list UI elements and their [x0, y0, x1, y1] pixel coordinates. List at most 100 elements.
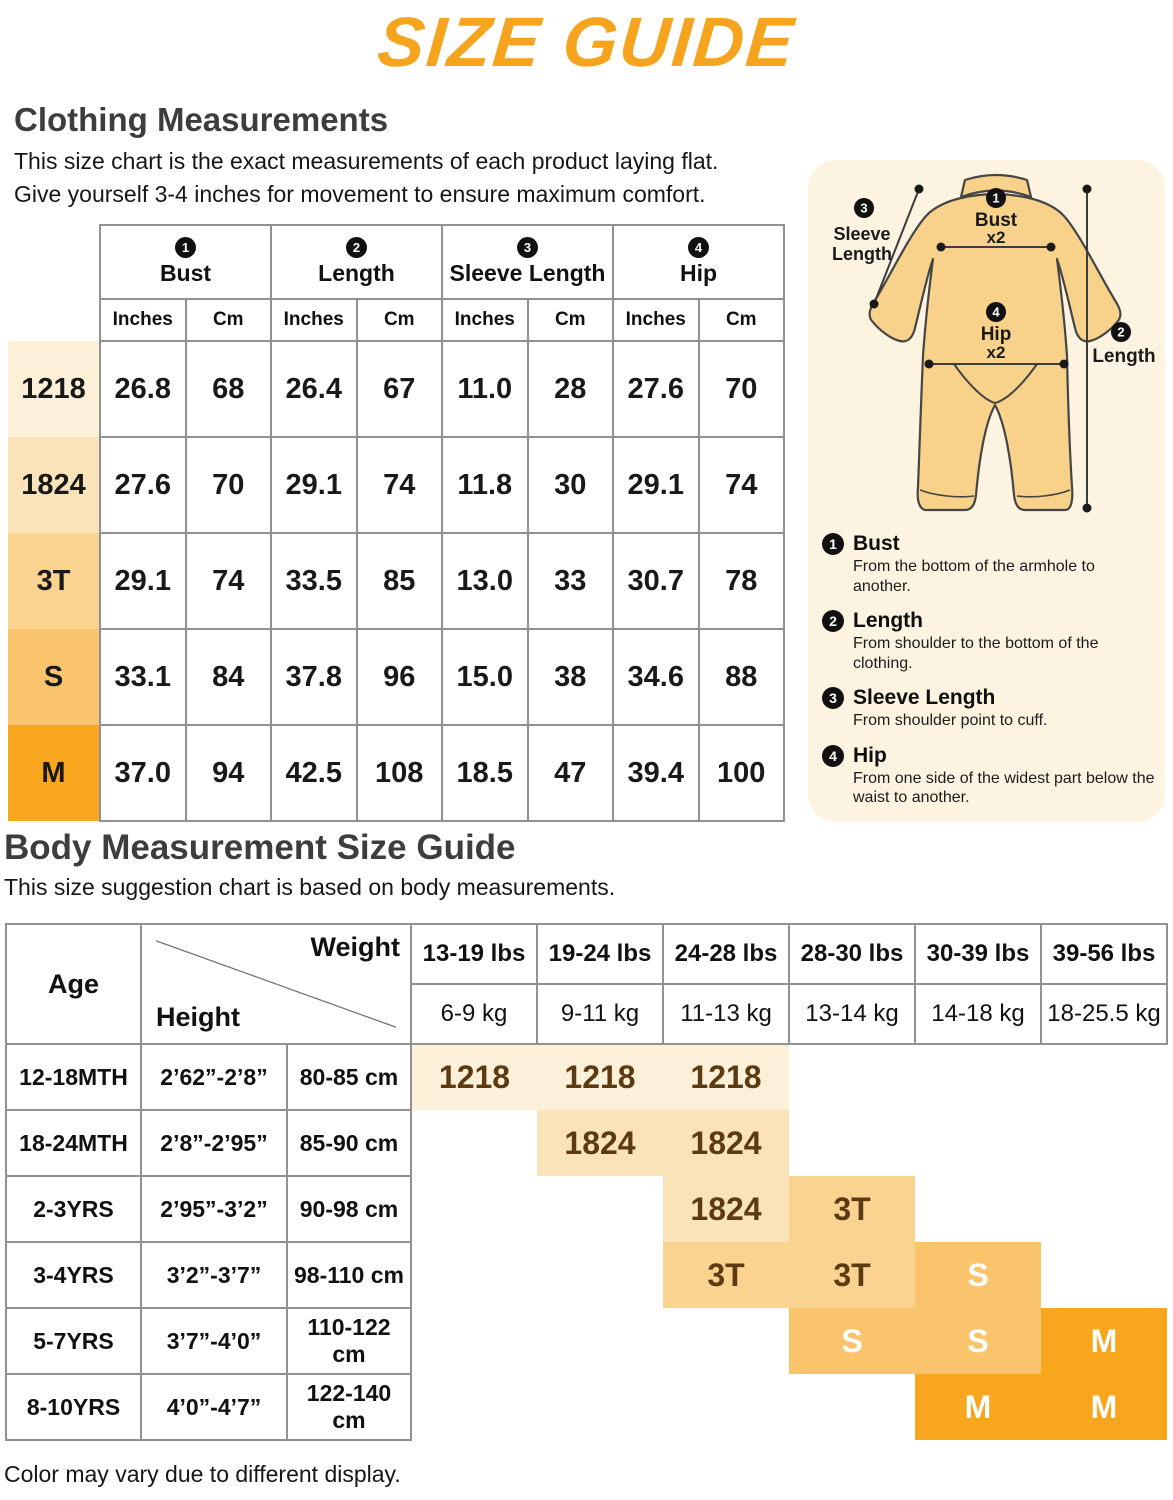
- suggested-size: M: [1041, 1374, 1167, 1440]
- weight-range-lbs: 19-24 lbs: [536, 923, 664, 985]
- body-measurement-heading: Body Measurement Size Guide: [4, 828, 516, 867]
- garment-illustration: [868, 173, 1122, 512]
- weight-range-kg: 11-13 kg: [662, 983, 790, 1045]
- measurement-value: 30.7: [612, 532, 700, 630]
- height-cm-value: 110-122 cm: [286, 1307, 412, 1375]
- column-label: Sleeve Length: [449, 260, 606, 286]
- clothing-measurements-table: 1 Bust 2 Length 3 Sleeve Length 4 Hip In…: [8, 224, 785, 822]
- suggested-size: M: [915, 1374, 1041, 1440]
- size-row-1824: 1824 27.6 70 29.1 74 11.8 30 29.1 74: [8, 436, 785, 534]
- weight-header-label: Weight: [310, 932, 401, 962]
- measurement-value: 96: [355, 628, 443, 726]
- svg-text:3: 3: [860, 201, 867, 216]
- size-label: 1824: [8, 437, 100, 533]
- number-4-icon: 4: [822, 744, 844, 767]
- unit-cm: Cm: [184, 298, 272, 342]
- age-row-5-7yrs: 5-7YRS 3’7”-4’0” 110-122 cm S S M: [5, 1307, 1167, 1375]
- measurement-value: 34.6: [612, 628, 700, 726]
- weight-header-row-kg: 6-9 kg 9-11 kg 11-13 kg 13-14 kg 14-18 k…: [6, 983, 1168, 1045]
- suggested-size: [411, 1176, 537, 1242]
- measurement-value: 67: [355, 340, 443, 438]
- size-row-3t: 3T 29.1 74 33.5 85 13.0 33 30.7 78: [8, 532, 785, 630]
- suggested-size: [663, 1374, 789, 1440]
- height-cm-value: 90-98 cm: [286, 1175, 412, 1243]
- age-row-3-4yrs: 3-4YRS 3’2”-3’7” 98-110 cm 3T 3T S: [5, 1241, 1167, 1309]
- column-header-length: 2 Length: [270, 224, 443, 300]
- suggested-size: [789, 1374, 915, 1440]
- suggested-size: [537, 1374, 663, 1440]
- size-label: 3T: [8, 533, 100, 629]
- number-2-icon: 2: [822, 610, 844, 633]
- unit-header-row: Inches Cm Inches Cm Inches Cm Inches Cm: [8, 298, 785, 342]
- measurement-value: 94: [184, 724, 272, 822]
- height-inches-value: 3’2”-3’7”: [140, 1241, 288, 1309]
- measurement-value: 33.5: [270, 532, 358, 630]
- suggested-size: [411, 1242, 537, 1308]
- weight-range-kg: 14-18 kg: [914, 983, 1042, 1045]
- age-column-header: Age: [5, 923, 142, 1045]
- weight-range-lbs: 24-28 lbs: [662, 923, 790, 985]
- measurement-value: 85: [355, 532, 443, 630]
- svg-text:2: 2: [1117, 325, 1124, 340]
- unit-cm: Cm: [697, 298, 785, 342]
- height-cm-value: 85-90 cm: [286, 1109, 412, 1177]
- unit-cm: Cm: [526, 298, 614, 342]
- age-row-2-3yrs: 2-3YRS 2’95”-3’2” 90-98 cm 1824 3T: [5, 1175, 1167, 1243]
- measurement-value: 70: [184, 436, 272, 534]
- suggested-size: 1218: [411, 1044, 537, 1110]
- svg-text:Sleeve: Sleeve: [833, 224, 890, 244]
- unit-inches: Inches: [99, 298, 187, 342]
- height-cm-value: 98-110 cm: [286, 1241, 412, 1309]
- group-header-row: 1 Bust 2 Length 3 Sleeve Length 4 Hip: [8, 224, 785, 300]
- measurement-value: 26.4: [270, 340, 358, 438]
- size-row-1218: 1218 26.8 68 26.4 67 11.0 28 27.6 70: [8, 340, 785, 438]
- legend-description: From one side of the widest part below t…: [853, 769, 1155, 807]
- unit-inches: Inches: [612, 298, 700, 342]
- measurement-value: 78: [697, 532, 785, 630]
- svg-text:x2: x2: [987, 343, 1006, 362]
- weight-range-lbs: 28-30 lbs: [788, 923, 916, 985]
- measurement-value: 68: [184, 340, 272, 438]
- suggested-size: S: [789, 1308, 915, 1374]
- measurement-value: 74: [697, 436, 785, 534]
- weight-range-lbs: 39-56 lbs: [1040, 923, 1168, 985]
- legend-item-sleeve-length: 3 Sleeve Length From shoulder point to c…: [822, 686, 1157, 731]
- measurement-value: 18.5: [441, 724, 529, 822]
- measurement-value: 37.0: [99, 724, 187, 822]
- height-cm-value: 122-140 cm: [286, 1373, 412, 1441]
- unit-inches: Inches: [441, 298, 529, 342]
- measurement-value: 13.0: [441, 532, 529, 630]
- suggested-size: S: [915, 1308, 1041, 1374]
- measurement-value: 29.1: [99, 532, 187, 630]
- weight-header-row-lbs: Age Weight Height 13-19 lbs 19-24 lbs 24…: [5, 923, 1168, 1045]
- svg-text:Length: Length: [832, 244, 892, 264]
- measurement-value: 29.1: [612, 436, 700, 534]
- weight-range-kg: 13-14 kg: [788, 983, 916, 1045]
- suggested-size: 1218: [663, 1044, 789, 1110]
- age-value: 8-10YRS: [5, 1373, 142, 1441]
- measurement-value: 39.4: [612, 724, 700, 822]
- measurement-value: 28: [526, 340, 614, 438]
- measurement-diagram-card: 1 Bust x2 4 Hip x2 2 Length 3 Sleeve: [808, 160, 1165, 822]
- height-header-label: Height: [156, 1002, 240, 1032]
- legend-title: Bust: [853, 532, 900, 555]
- svg-text:1: 1: [992, 191, 999, 206]
- suggested-size: [537, 1242, 663, 1308]
- weight-range-kg: 18-25.5 kg: [1040, 983, 1168, 1045]
- suggested-size: [1041, 1176, 1167, 1242]
- weight-range-kg: 6-9 kg: [410, 983, 538, 1045]
- legend-title: Sleeve Length: [853, 686, 996, 710]
- suggested-size: 1824: [663, 1110, 789, 1176]
- column-label: Hip: [679, 260, 718, 286]
- number-3-icon: 3: [822, 687, 844, 710]
- suggested-size: 3T: [663, 1242, 789, 1308]
- suggested-size: [411, 1110, 537, 1176]
- height-inches-value: 4’0”-4’7”: [140, 1373, 288, 1441]
- height-inches-value: 2’62”-2’8”: [140, 1043, 288, 1111]
- measurement-value: 27.6: [612, 340, 700, 438]
- age-row-18-24mth: 18-24MTH 2’8”-2’95” 85-90 cm 1824 1824: [5, 1109, 1167, 1177]
- measurement-value: 26.8: [99, 340, 187, 438]
- measurement-value: 100: [697, 724, 785, 822]
- suggested-size: [411, 1308, 537, 1374]
- measurement-value: 29.1: [270, 436, 358, 534]
